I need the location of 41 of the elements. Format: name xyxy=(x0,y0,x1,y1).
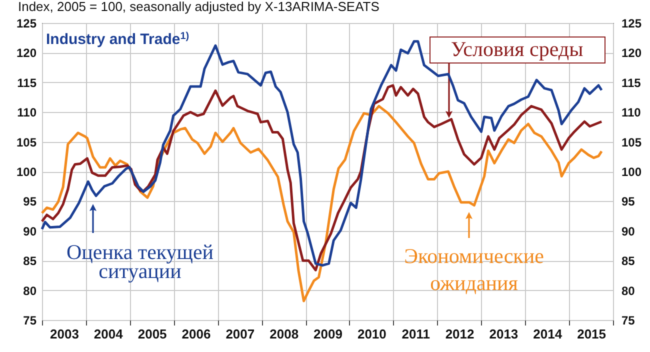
y-tick-label: 125 xyxy=(16,16,37,30)
y-tick-label: 95 xyxy=(23,194,37,209)
y2-tick-label: 110 xyxy=(622,106,642,120)
y2-tick-label: 80 xyxy=(622,284,636,298)
y-tick-label: 110 xyxy=(17,106,37,120)
y-tick-label: 105 xyxy=(16,135,37,150)
y2-tick-label: 105 xyxy=(622,135,642,150)
text: Industry and Trade$^{1)}$ xyxy=(46,30,190,48)
y-tick-label: 115 xyxy=(17,76,37,90)
chart-title: Index, 2005 = 100, seasonally adjusted by X-13ARIMA-SEATS xyxy=(18,0,380,14)
text: Условия среды xyxy=(450,37,584,61)
x-tick-label: 2009 xyxy=(314,326,342,342)
y-tick-label: 80 xyxy=(23,284,37,298)
x-tick-label: 2004 xyxy=(94,326,124,342)
y2-tick-label: 100 xyxy=(622,165,642,179)
legend-label: Экономические ожидания xyxy=(404,244,544,295)
x-tick-label: 2010 xyxy=(357,326,386,342)
x-tick-label: 2015 xyxy=(577,326,606,342)
x-tick-label: 2007 xyxy=(226,326,255,342)
x-tick-label: 2005 xyxy=(138,326,167,342)
y-tick-label: 120 xyxy=(16,46,37,60)
y2-tick-label: 75 xyxy=(622,314,636,328)
line-series xyxy=(40,104,603,302)
x-tick-label: 2012 xyxy=(445,326,474,342)
y2-tick-label: 95 xyxy=(622,194,636,209)
y-tick-label: 85 xyxy=(23,254,37,268)
y2-tick-label: 125 xyxy=(622,16,642,30)
y-tick-label: 75 xyxy=(23,314,37,328)
y2-tick-label: 85 xyxy=(622,254,636,268)
y-tick-label: 100 xyxy=(16,165,37,179)
x-tick-label: 2011 xyxy=(402,326,430,342)
x-tick-label: 2014 xyxy=(533,326,563,342)
y2-tick-label: 115 xyxy=(622,76,642,90)
y-tick-label: 90 xyxy=(23,224,37,238)
y2-tick-label: 90 xyxy=(622,224,636,238)
x-tick-label: 2003 xyxy=(50,326,79,342)
y2-tick-label: 120 xyxy=(622,46,642,60)
x-tick-label: 2008 xyxy=(270,326,299,342)
x-tick-label: 2013 xyxy=(489,326,518,342)
legend-label: Оценка текущей ситуации xyxy=(66,240,214,283)
x-tick-label: 2006 xyxy=(182,326,211,342)
